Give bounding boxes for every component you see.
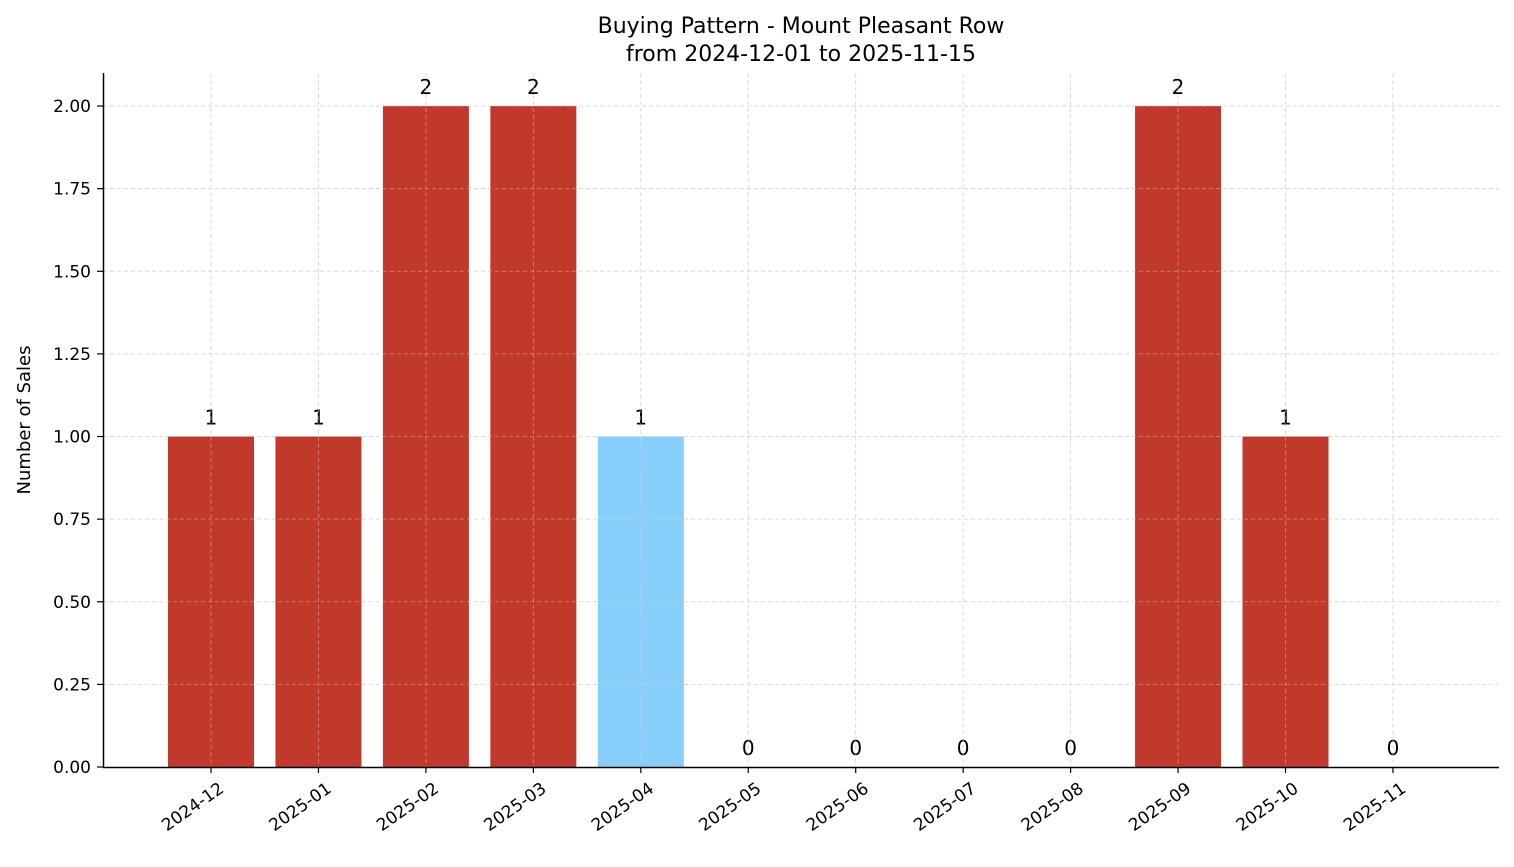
chart-title: Buying Pattern - Mount Pleasant Row [598, 14, 1005, 39]
x-tick-label: 2025-03 [481, 779, 551, 836]
x-tick-label: 2025-07 [910, 779, 980, 836]
x-tick-label: 2025-02 [373, 779, 443, 836]
y-axis-label: Number of Sales [14, 345, 35, 494]
x-tick-label: 2025-08 [1018, 779, 1088, 836]
y-tick-label: 0.50 [53, 593, 91, 613]
x-tick-label: 2025-10 [1233, 779, 1303, 836]
y-tick-label: 1.00 [53, 428, 91, 448]
x-tick-label: 2025-11 [1340, 779, 1410, 836]
x-tick-label: 2025-09 [1125, 779, 1195, 836]
y-tick-label: 1.25 [53, 345, 91, 365]
chart-subtitle: from 2024-12-01 to 2025-11-15 [626, 42, 976, 67]
x-tick-label: 2025-01 [266, 779, 336, 836]
y-tick-label: 0.75 [53, 510, 91, 530]
y-tick-label: 2.00 [53, 97, 91, 117]
y-tick-label: 0.25 [53, 675, 91, 695]
x-tick-label: 2025-04 [588, 779, 658, 836]
y-tick-label: 1.75 [53, 180, 91, 200]
x-tick-label: 2025-05 [695, 779, 765, 836]
y-tick-label: 1.50 [53, 262, 91, 282]
y-tick-label: 0.00 [53, 758, 91, 778]
x-tick-label: 2024-12 [158, 779, 228, 836]
x-tick-label: 2025-06 [803, 779, 873, 836]
